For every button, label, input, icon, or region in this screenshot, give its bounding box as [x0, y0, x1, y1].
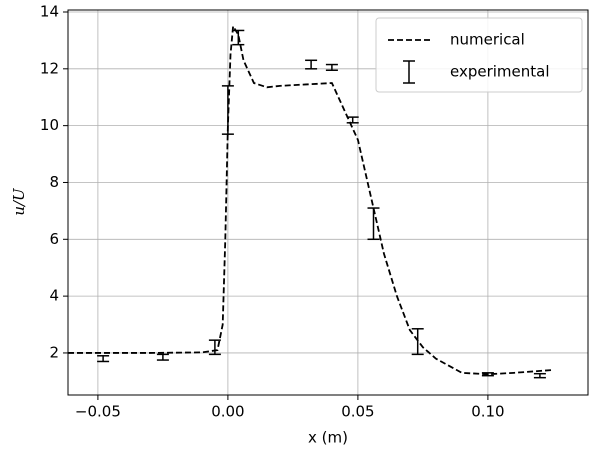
x-tick-label: −0.05 [75, 403, 121, 421]
legend-label: experimental [450, 63, 550, 81]
x-axis-label: x (m) [308, 429, 348, 447]
error-bar [367, 207, 380, 241]
plot-frame [67, 9, 589, 396]
y-tick-label: 4 [49, 287, 59, 305]
error-bar [232, 29, 245, 46]
error-bar [97, 355, 110, 363]
y-axis-label: u/U [10, 187, 28, 216]
y-tick-label: 12 [40, 59, 59, 77]
error-bar [325, 63, 338, 71]
y-tick-label: 6 [49, 230, 59, 248]
error-bar [346, 116, 359, 124]
x-tick-label: 0.05 [341, 403, 374, 421]
y-tick-label: 8 [49, 173, 59, 191]
legend-box [375, 17, 583, 93]
error-bar [208, 339, 221, 356]
y-tick-label: 14 [40, 2, 59, 20]
legend: numerical experimental [375, 17, 583, 93]
line [68, 23, 553, 376]
legend-label: numerical [450, 31, 525, 49]
error-bar [156, 353, 169, 361]
error-bar [481, 372, 494, 377]
x-tick-label: 0.10 [471, 403, 504, 421]
y-tick-label: 10 [40, 116, 59, 134]
error-bar [533, 372, 546, 379]
error-bar [411, 328, 424, 356]
x-tick-label: 0.00 [211, 403, 244, 421]
y-tick-label: 2 [49, 343, 59, 361]
error-bar [305, 59, 318, 70]
error-bar [221, 85, 234, 135]
